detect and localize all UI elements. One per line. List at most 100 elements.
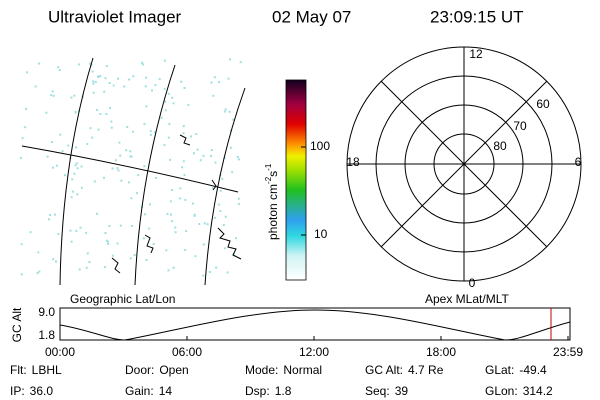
speckle xyxy=(26,71,29,74)
speckle xyxy=(211,187,214,190)
speckle xyxy=(163,87,166,90)
speckle xyxy=(226,271,229,274)
speckle xyxy=(119,154,122,157)
speckle xyxy=(49,214,51,216)
field-value: 39 xyxy=(395,384,409,398)
speckle xyxy=(164,59,166,62)
speckle xyxy=(103,90,106,93)
speckle xyxy=(117,169,120,172)
speckle xyxy=(89,62,92,65)
field-value: 314.2 xyxy=(523,384,553,398)
speckle xyxy=(181,166,184,169)
speckle xyxy=(149,130,152,133)
x-tick-label: 18:00 xyxy=(426,345,456,359)
info-field: Door: Open xyxy=(125,363,189,377)
speckle xyxy=(91,70,94,73)
x-tick-label: 12:00 xyxy=(299,345,329,359)
speckle xyxy=(130,155,133,158)
speckle xyxy=(213,76,216,79)
meridian xyxy=(134,64,176,286)
field-value: 4.7 Re xyxy=(408,363,444,377)
coastline xyxy=(211,179,217,191)
speckle xyxy=(182,132,185,135)
speckle xyxy=(36,272,39,274)
speckle xyxy=(140,61,143,64)
spoke xyxy=(380,80,548,248)
speckle xyxy=(73,172,76,175)
speckle xyxy=(79,226,82,229)
speckle xyxy=(198,223,201,225)
speckle xyxy=(20,273,23,276)
speckle xyxy=(38,270,41,273)
label-part: s xyxy=(266,171,280,177)
speckle xyxy=(223,247,226,250)
speckle xyxy=(154,131,156,134)
info-field: GLon: 314.2 xyxy=(485,384,553,398)
speckle xyxy=(85,231,88,234)
speckle xyxy=(97,128,100,131)
speckle xyxy=(179,187,182,190)
speckle xyxy=(78,268,81,271)
speckle xyxy=(164,109,167,112)
colorbar-label: photon cm-2s-1 xyxy=(264,163,280,240)
speckle xyxy=(99,75,102,77)
speckle xyxy=(111,167,114,170)
speckle xyxy=(142,63,144,66)
field-value: LBHL xyxy=(32,363,62,377)
speckle xyxy=(71,178,74,181)
mlt-label: 12 xyxy=(469,47,483,61)
speckle xyxy=(171,188,174,191)
speckle xyxy=(20,243,23,246)
speckle xyxy=(110,120,113,123)
speckle xyxy=(158,78,161,81)
map-panel: Geographic Lat/Lon xyxy=(20,57,246,306)
speckle xyxy=(231,171,234,174)
speckle xyxy=(208,271,211,273)
speckle xyxy=(58,69,61,71)
speckle xyxy=(38,62,40,65)
speckle xyxy=(73,94,76,97)
speckle xyxy=(52,166,54,169)
coastline xyxy=(217,227,242,260)
info-field: Flt: LBHL xyxy=(10,363,62,377)
speckle xyxy=(75,162,78,165)
speckle xyxy=(78,63,81,66)
speckle xyxy=(67,144,70,147)
y-tick-label: 1.8 xyxy=(38,328,55,342)
field-value: -49.4 xyxy=(519,363,547,377)
speckle xyxy=(88,261,91,263)
mlt-label: 0 xyxy=(469,276,476,290)
info-field: GC Alt: 4.7 Re xyxy=(365,363,444,377)
speckle xyxy=(167,92,170,95)
speckle xyxy=(75,229,78,232)
speckle xyxy=(214,216,217,219)
speckle xyxy=(168,123,171,126)
speckle xyxy=(57,233,60,236)
speckle xyxy=(123,85,126,88)
speckle xyxy=(210,149,213,152)
speckle xyxy=(76,193,79,196)
speckle xyxy=(95,109,98,111)
speckle xyxy=(119,224,122,227)
speckle xyxy=(80,165,83,168)
speckle xyxy=(221,177,224,180)
speckle xyxy=(145,76,148,79)
speckle xyxy=(210,155,213,158)
speckle xyxy=(236,156,239,158)
speckle xyxy=(20,157,22,160)
speckle xyxy=(69,229,72,232)
parallel xyxy=(21,145,239,193)
mlt-label: 18 xyxy=(346,155,360,169)
meridian xyxy=(204,87,246,286)
info-field: GLat: -49.4 xyxy=(485,363,547,377)
field-value: 36.0 xyxy=(30,384,54,398)
speckle xyxy=(143,123,146,125)
info-field: IP: 36.0 xyxy=(10,384,53,398)
map-caption: Geographic Lat/Lon xyxy=(70,292,175,306)
speckle xyxy=(112,84,115,87)
speckle xyxy=(174,231,177,234)
speckle xyxy=(194,255,197,258)
speckle xyxy=(46,155,49,158)
speckle xyxy=(129,257,132,260)
